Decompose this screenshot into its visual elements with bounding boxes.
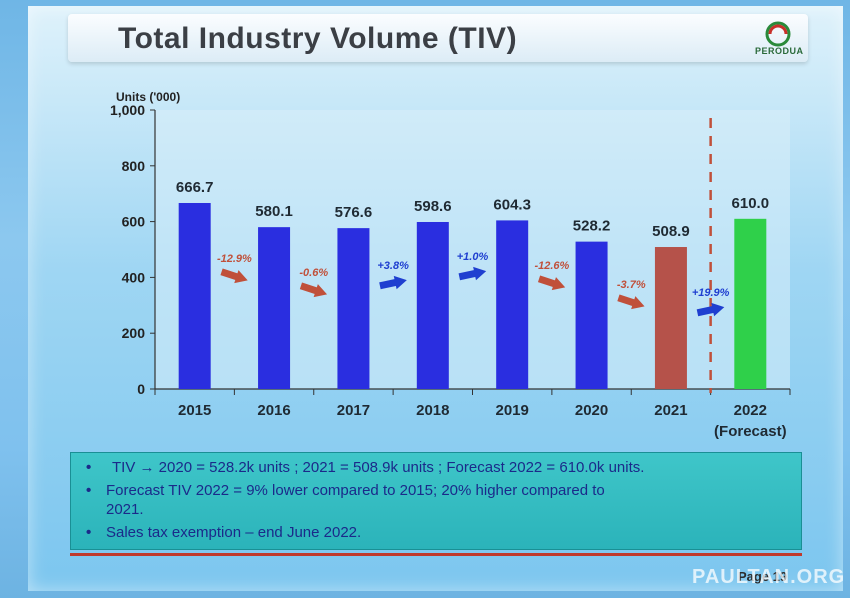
logo-text: PERODUA <box>755 46 804 56</box>
change-arrow-icon <box>458 266 487 281</box>
bar-2017 <box>337 228 370 389</box>
x-tick-label: 2017 <box>337 402 370 419</box>
change-label: +1.0% <box>457 251 489 263</box>
change-label: +3.8% <box>377 260 409 272</box>
data-label: 528.2 <box>573 218 611 235</box>
x-tick-label: 2016 <box>257 402 290 419</box>
plot-area <box>155 110 790 389</box>
page-number: Page 19 <box>738 569 788 584</box>
y-tick-label: 600 <box>122 214 146 230</box>
change-arrow-icon <box>379 275 407 290</box>
perodua-logo-icon <box>765 21 791 47</box>
bar-2020 <box>575 241 608 389</box>
y-tick-label: 0 <box>137 381 145 397</box>
data-label: 580.1 <box>255 203 293 220</box>
data-label: 610.0 <box>732 195 770 212</box>
change-arrow-icon <box>696 302 725 317</box>
bar-2015 <box>178 202 211 389</box>
y-tick-label: 200 <box>122 325 146 341</box>
data-label: 598.6 <box>414 198 452 215</box>
bar-2016 <box>258 227 291 389</box>
bullet-dot-2: • <box>86 482 92 499</box>
bar-2018 <box>416 221 449 389</box>
y-tick-label: 800 <box>122 158 146 174</box>
x-tick-label: 2015 <box>178 402 211 419</box>
x-tick-label: 2022 <box>734 402 767 419</box>
watermark: PAULTAN.ORG <box>692 566 846 588</box>
change-label: -12.9% <box>217 253 252 265</box>
bullet-3: Sales tax exemption – end June 2022. <box>106 524 362 541</box>
bullet-dot-3: • <box>86 524 92 541</box>
data-label: 576.6 <box>335 204 373 221</box>
bullet-box <box>70 452 802 550</box>
change-arrow-icon <box>220 268 248 284</box>
change-arrow-icon <box>299 282 328 298</box>
bar-2021 <box>654 247 687 389</box>
data-label: 604.3 <box>493 196 531 213</box>
change-arrow-icon <box>537 275 566 291</box>
x-tick-label: 2018 <box>416 402 449 419</box>
bullet-1: TIV → 2020 = 528.2k units ; 2021 = 508.9… <box>112 459 645 476</box>
data-label: 666.7 <box>176 179 214 196</box>
x-tick-sublabel: (Forecast) <box>714 423 787 440</box>
bar-2019 <box>496 220 529 389</box>
bullet-2-cont: 2021. <box>106 501 144 518</box>
data-label: 508.9 <box>652 223 690 240</box>
change-label: -12.6% <box>534 260 569 272</box>
slide-title: Total Industry Volume (TIV) <box>118 22 518 55</box>
title-bar <box>68 14 808 62</box>
change-arrow-icon <box>617 294 645 310</box>
x-tick-label: 2021 <box>654 402 687 419</box>
divider-rule <box>70 553 802 556</box>
change-label: +19.9% <box>692 287 730 299</box>
x-tick-label: 2019 <box>496 402 529 419</box>
bullet-dot-1: • <box>86 459 92 476</box>
change-label: -3.7% <box>617 279 646 291</box>
y-tick-label: 1,000 <box>110 102 145 118</box>
bullet-2: Forecast TIV 2022 = 9% lower compared to… <box>106 482 605 499</box>
x-tick-label: 2020 <box>575 402 608 419</box>
y-tick-label: 400 <box>122 269 146 285</box>
y-axis-label: Units ('000) <box>116 90 180 104</box>
change-label: -0.6% <box>299 267 328 279</box>
bar-2022 <box>734 218 767 389</box>
